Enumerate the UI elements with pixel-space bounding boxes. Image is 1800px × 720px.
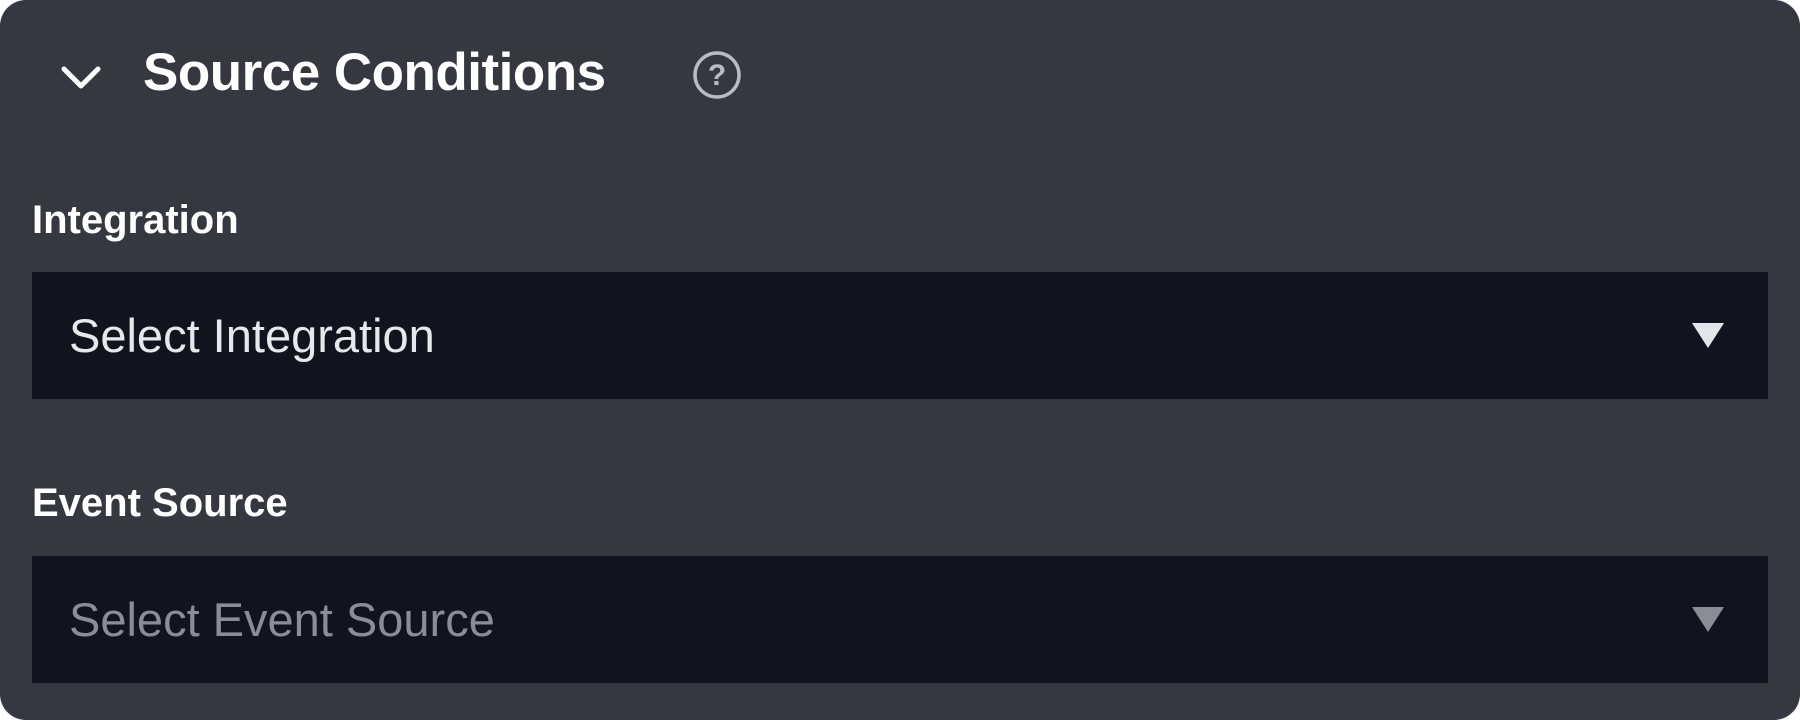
- integration-label: Integration: [32, 198, 239, 242]
- svg-text:?: ?: [708, 59, 726, 92]
- event-source-select[interactable]: Select Event Source: [32, 556, 1768, 683]
- caret-down-icon: [1692, 323, 1724, 348]
- help-icon[interactable]: ?: [692, 50, 742, 100]
- integration-select-value: Select Integration: [69, 309, 435, 362]
- event-source-label: Event Source: [32, 481, 288, 525]
- chevron-down-icon[interactable]: [58, 60, 104, 94]
- event-source-select-placeholder: Select Event Source: [69, 593, 495, 646]
- integration-select[interactable]: Select Integration: [32, 272, 1768, 399]
- caret-down-icon: [1692, 607, 1724, 632]
- section-title: Source Conditions: [143, 43, 606, 102]
